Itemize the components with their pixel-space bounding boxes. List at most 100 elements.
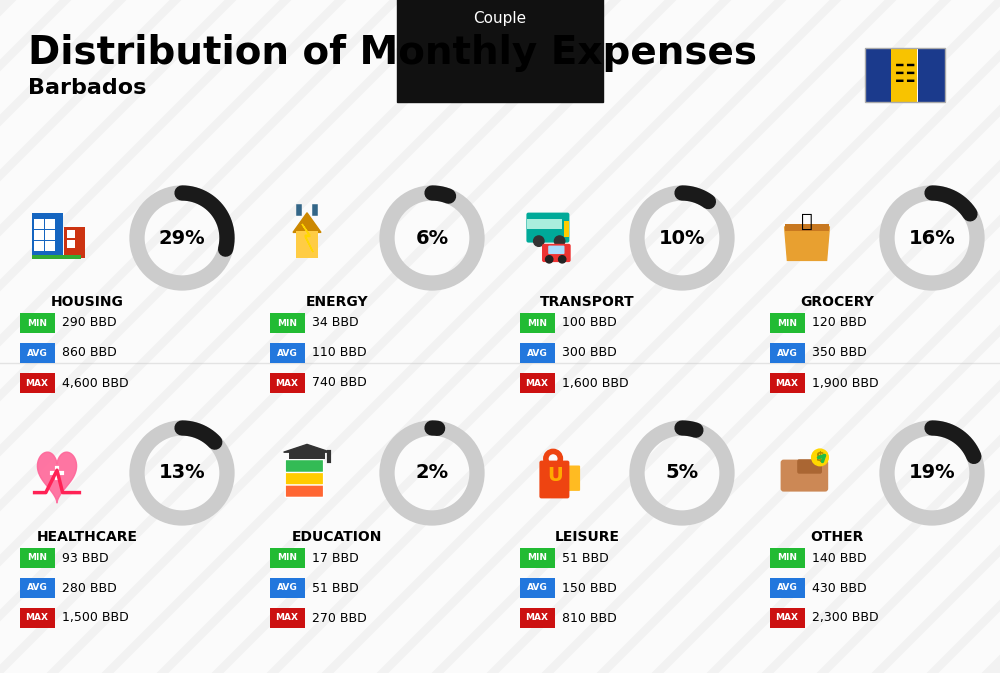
Text: MIN: MIN xyxy=(777,318,797,328)
FancyBboxPatch shape xyxy=(270,548,305,568)
FancyBboxPatch shape xyxy=(550,219,562,229)
Text: 5%: 5% xyxy=(665,464,699,483)
Text: MAX: MAX xyxy=(526,378,548,388)
FancyBboxPatch shape xyxy=(520,578,555,598)
Text: 13%: 13% xyxy=(159,464,205,483)
Text: 93 BBD: 93 BBD xyxy=(62,551,109,565)
FancyBboxPatch shape xyxy=(542,244,571,262)
Text: GROCERY: GROCERY xyxy=(800,295,874,309)
Text: 740 BBD: 740 BBD xyxy=(312,376,367,390)
FancyBboxPatch shape xyxy=(20,373,55,393)
Text: Distribution of Monthly Expenses: Distribution of Monthly Expenses xyxy=(28,34,757,72)
FancyBboxPatch shape xyxy=(285,460,324,472)
FancyBboxPatch shape xyxy=(45,230,55,240)
FancyBboxPatch shape xyxy=(34,242,44,252)
Text: 1,600 BBD: 1,600 BBD xyxy=(562,376,629,390)
FancyBboxPatch shape xyxy=(45,219,55,229)
Text: AVG: AVG xyxy=(777,349,797,357)
FancyBboxPatch shape xyxy=(770,343,805,363)
Text: MIN: MIN xyxy=(527,553,547,563)
Text: MIN: MIN xyxy=(777,553,797,563)
Polygon shape xyxy=(785,227,829,260)
Text: 860 BBD: 860 BBD xyxy=(62,347,117,359)
FancyBboxPatch shape xyxy=(520,343,555,363)
Text: 2,300 BBD: 2,300 BBD xyxy=(812,612,879,625)
Text: 280 BBD: 280 BBD xyxy=(62,581,117,594)
Circle shape xyxy=(812,449,828,466)
FancyBboxPatch shape xyxy=(891,48,917,102)
Text: 29%: 29% xyxy=(159,229,205,248)
Circle shape xyxy=(554,236,565,246)
Text: 19%: 19% xyxy=(909,464,955,483)
Polygon shape xyxy=(37,452,77,503)
FancyBboxPatch shape xyxy=(285,472,324,485)
Text: AVG: AVG xyxy=(27,583,47,592)
Circle shape xyxy=(546,256,553,263)
FancyBboxPatch shape xyxy=(538,219,550,229)
Text: 6%: 6% xyxy=(415,229,449,248)
FancyBboxPatch shape xyxy=(67,240,75,248)
Text: 16%: 16% xyxy=(909,229,955,248)
FancyBboxPatch shape xyxy=(539,460,569,499)
FancyBboxPatch shape xyxy=(520,313,555,333)
FancyBboxPatch shape xyxy=(520,548,555,568)
Text: 2%: 2% xyxy=(415,464,449,483)
FancyBboxPatch shape xyxy=(20,608,55,628)
Text: MIN: MIN xyxy=(527,318,547,328)
FancyBboxPatch shape xyxy=(32,255,81,259)
FancyBboxPatch shape xyxy=(564,221,569,237)
Text: OTHER: OTHER xyxy=(810,530,864,544)
Text: 300 BBD: 300 BBD xyxy=(562,347,617,359)
FancyBboxPatch shape xyxy=(296,231,318,258)
Text: 10%: 10% xyxy=(659,229,705,248)
Text: MAX: MAX xyxy=(776,378,798,388)
FancyBboxPatch shape xyxy=(561,466,580,491)
Text: 51 BBD: 51 BBD xyxy=(562,551,609,565)
FancyBboxPatch shape xyxy=(270,313,305,333)
FancyBboxPatch shape xyxy=(270,343,305,363)
FancyBboxPatch shape xyxy=(20,313,55,333)
Text: Barbados: Barbados xyxy=(28,78,146,98)
FancyBboxPatch shape xyxy=(285,485,324,497)
Text: 100 BBD: 100 BBD xyxy=(562,316,617,330)
Text: ☷: ☷ xyxy=(894,63,916,87)
Text: AVG: AVG xyxy=(527,349,547,357)
FancyBboxPatch shape xyxy=(32,213,63,258)
Text: 4,600 BBD: 4,600 BBD xyxy=(62,376,129,390)
Text: AVG: AVG xyxy=(277,583,297,592)
FancyBboxPatch shape xyxy=(785,224,829,231)
Text: MAX: MAX xyxy=(526,614,548,623)
Polygon shape xyxy=(293,213,321,232)
FancyBboxPatch shape xyxy=(526,213,569,242)
Text: 34 BBD: 34 BBD xyxy=(312,316,359,330)
FancyBboxPatch shape xyxy=(865,48,891,102)
Text: LEISURE: LEISURE xyxy=(554,530,620,544)
Text: 120 BBD: 120 BBD xyxy=(812,316,867,330)
Text: 1,500 BBD: 1,500 BBD xyxy=(62,612,129,625)
FancyBboxPatch shape xyxy=(770,548,805,568)
Text: MAX: MAX xyxy=(26,614,48,623)
Text: 🥬: 🥬 xyxy=(801,212,813,231)
Text: 140 BBD: 140 BBD xyxy=(812,551,867,565)
Text: MIN: MIN xyxy=(277,318,297,328)
FancyBboxPatch shape xyxy=(520,373,555,393)
Circle shape xyxy=(534,236,544,246)
Text: U: U xyxy=(547,466,563,485)
Polygon shape xyxy=(284,444,330,452)
Text: TRANSPORT: TRANSPORT xyxy=(540,295,634,309)
Text: AVG: AVG xyxy=(277,349,297,357)
Text: 350 BBD: 350 BBD xyxy=(812,347,867,359)
Text: ENERGY: ENERGY xyxy=(306,295,368,309)
FancyBboxPatch shape xyxy=(20,548,55,568)
Text: Couple: Couple xyxy=(473,11,527,26)
FancyBboxPatch shape xyxy=(548,246,564,254)
Text: MAX: MAX xyxy=(276,378,298,388)
FancyBboxPatch shape xyxy=(770,578,805,598)
FancyBboxPatch shape xyxy=(918,48,945,102)
Text: 270 BBD: 270 BBD xyxy=(312,612,367,625)
Text: 810 BBD: 810 BBD xyxy=(562,612,617,625)
Text: 17 BBD: 17 BBD xyxy=(312,551,359,565)
Circle shape xyxy=(559,256,566,263)
Text: MAX: MAX xyxy=(26,378,48,388)
Text: MIN: MIN xyxy=(27,318,47,328)
